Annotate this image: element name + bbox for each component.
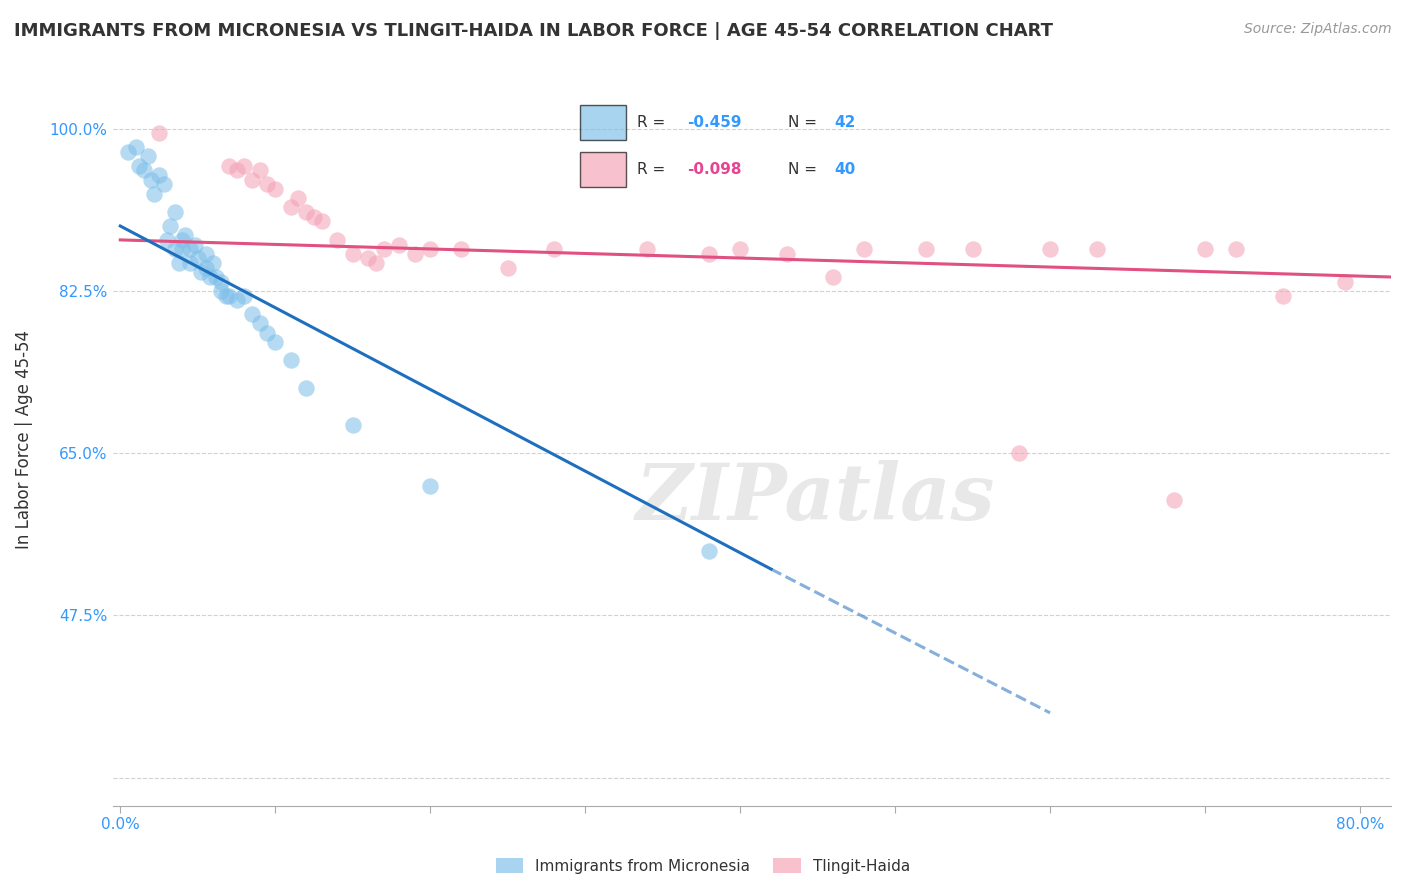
Point: [240, 307, 263, 321]
Point: [148, 168, 170, 182]
Text: IMMIGRANTS FROM MICRONESIA VS TLINGIT-HAIDA IN LABOR FORCE | AGE 45-54 CORRELATI: IMMIGRANTS FROM MICRONESIA VS TLINGIT-HA…: [14, 22, 1053, 40]
Point: [125, 140, 148, 154]
Point: [148, 126, 170, 140]
Point: [128, 159, 150, 173]
Point: [209, 284, 232, 298]
Point: [256, 178, 278, 192]
Point: [388, 237, 411, 252]
Point: [117, 145, 139, 159]
Point: [194, 247, 217, 261]
Point: [1194, 242, 1216, 256]
Point: [163, 205, 186, 219]
Point: [373, 242, 395, 256]
Point: [225, 293, 247, 308]
Text: ZIPatlas: ZIPatlas: [636, 459, 995, 536]
Point: [264, 334, 287, 349]
Legend: Immigrants from Micronesia, Tlingit-Haida: Immigrants from Micronesia, Tlingit-Haid…: [489, 852, 917, 880]
Point: [1271, 288, 1294, 302]
Text: Source: ZipAtlas.com: Source: ZipAtlas.com: [1244, 22, 1392, 37]
Point: [419, 242, 441, 256]
Point: [183, 237, 205, 252]
Point: [295, 381, 318, 395]
Point: [152, 178, 174, 192]
Point: [143, 186, 166, 201]
Point: [202, 256, 225, 270]
Point: [141, 172, 163, 186]
Point: [697, 247, 720, 261]
Point: [240, 172, 263, 186]
Point: [218, 288, 240, 302]
Point: [1039, 242, 1062, 256]
Point: [450, 242, 472, 256]
Point: [915, 242, 938, 256]
Point: [167, 256, 190, 270]
Point: [295, 205, 318, 219]
Point: [302, 210, 325, 224]
Point: [962, 242, 984, 256]
Point: [326, 233, 349, 247]
Point: [1085, 242, 1108, 256]
Point: [136, 149, 159, 163]
Point: [179, 256, 201, 270]
Point: [163, 242, 186, 256]
Point: [214, 288, 236, 302]
Point: [225, 163, 247, 178]
Point: [172, 233, 194, 247]
Point: [194, 260, 217, 275]
Point: [190, 265, 212, 279]
Point: [853, 242, 876, 256]
Point: [404, 247, 426, 261]
Point: [1333, 275, 1355, 289]
Point: [132, 163, 155, 178]
Point: [280, 201, 302, 215]
Point: [357, 252, 380, 266]
Point: [1008, 446, 1031, 460]
Point: [543, 242, 565, 256]
Point: [280, 353, 302, 368]
Point: [264, 182, 287, 196]
Point: [174, 228, 197, 243]
Point: [775, 247, 797, 261]
Point: [233, 159, 256, 173]
Point: [256, 326, 278, 340]
Point: [823, 270, 845, 285]
Point: [496, 260, 519, 275]
Point: [249, 163, 271, 178]
Point: [1225, 242, 1247, 256]
Point: [209, 275, 232, 289]
Point: [187, 252, 209, 266]
Point: [156, 233, 179, 247]
Point: [159, 219, 181, 233]
Point: [172, 242, 194, 256]
Point: [419, 478, 441, 492]
Point: [342, 247, 364, 261]
Point: [697, 543, 720, 558]
Point: [287, 191, 309, 205]
Y-axis label: In Labor Force | Age 45-54: In Labor Force | Age 45-54: [15, 330, 32, 549]
Point: [364, 256, 387, 270]
Point: [249, 317, 271, 331]
Point: [636, 242, 658, 256]
Point: [218, 159, 240, 173]
Point: [1163, 492, 1185, 507]
Point: [342, 418, 364, 433]
Point: [233, 288, 256, 302]
Point: [311, 214, 333, 228]
Point: [728, 242, 751, 256]
Point: [205, 270, 228, 285]
Point: [198, 270, 221, 285]
Point: [179, 242, 201, 256]
